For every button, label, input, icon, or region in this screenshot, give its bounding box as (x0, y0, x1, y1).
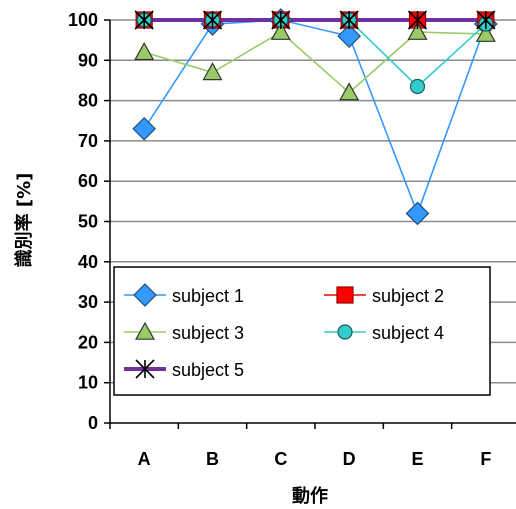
x-tick-label: B (206, 449, 219, 469)
y-tick-label: 60 (78, 171, 98, 191)
legend: subject 1 subject 2 subject 3 subject 4 subj… (113, 266, 491, 396)
series-line-1 (143, 19, 487, 216)
data-point-series-3 (407, 21, 428, 40)
y-axis-title: 識別率 [%] (13, 173, 35, 268)
y-tick-label: 80 (78, 91, 98, 111)
x-tick-label: D (343, 449, 356, 469)
legend-label: subject 3 (172, 323, 244, 343)
series-line-3 (143, 31, 486, 94)
y-tick-label: 10 (78, 373, 98, 393)
legend-swatch-marker (337, 324, 353, 340)
legend-item-2: subject 2 (324, 286, 444, 306)
legend-item-1: subject 1 (124, 283, 244, 307)
data-point-series-3 (134, 42, 155, 61)
data-point-series-5 (407, 10, 428, 30)
x-tick-label: C (274, 449, 287, 469)
legend-box (113, 266, 491, 396)
legend-label: subject 4 (372, 323, 444, 343)
y-tick-label: 90 (78, 50, 98, 70)
x-tick-label: E (411, 449, 423, 469)
series-markers (132, 8, 498, 226)
data-point-series-5 (339, 10, 359, 30)
y-tick-label: 50 (78, 212, 98, 232)
y-tick-label: 20 (78, 332, 98, 352)
y-tick-labels: 0 10 20 30 40 50 60 70 80 90 100 (68, 10, 98, 433)
legend-item-5: subject 5 (124, 359, 244, 380)
legend-swatch-marker (336, 286, 354, 304)
legend-label: subject 2 (372, 286, 444, 306)
data-point-series-4 (409, 78, 426, 95)
y-tick-label: 40 (78, 252, 98, 272)
y-tick-label: 100 (68, 10, 98, 30)
data-point-series-3 (270, 21, 291, 40)
data-point-series-1 (132, 116, 157, 141)
y-tick-label: 30 (78, 292, 98, 312)
data-point-series-1 (405, 201, 430, 226)
legend-item-3: subject 3 (124, 321, 244, 343)
data-point-series-1 (337, 24, 362, 48)
data-point-series-5 (476, 10, 496, 30)
x-tick-label: F (480, 449, 491, 469)
x-tick-label: A (138, 449, 151, 469)
x-axis-title: 動作 (292, 485, 328, 507)
y-tick-label: 70 (78, 131, 98, 151)
legend-swatch-marker (135, 359, 155, 379)
legend-label: subject 5 (172, 360, 244, 380)
axes (104, 19, 516, 429)
data-point-series-3 (202, 62, 223, 81)
data-point-series-5 (202, 10, 223, 30)
x-tick-labels: A B C D E F (138, 449, 492, 469)
data-point-series-5 (134, 10, 154, 30)
series-line-4 (144, 19, 487, 88)
data-point-series-3 (339, 82, 360, 101)
legend-item-4: subject 4 (324, 323, 444, 343)
data-point-series-5 (271, 10, 291, 30)
series-lines (143, 18, 487, 216)
legend-swatch-marker (133, 283, 157, 307)
legend-label: subject 1 (172, 286, 244, 306)
data-point-series-3 (475, 23, 496, 42)
legend-swatch-marker (134, 321, 156, 340)
y-tick-label: 0 (88, 413, 98, 433)
